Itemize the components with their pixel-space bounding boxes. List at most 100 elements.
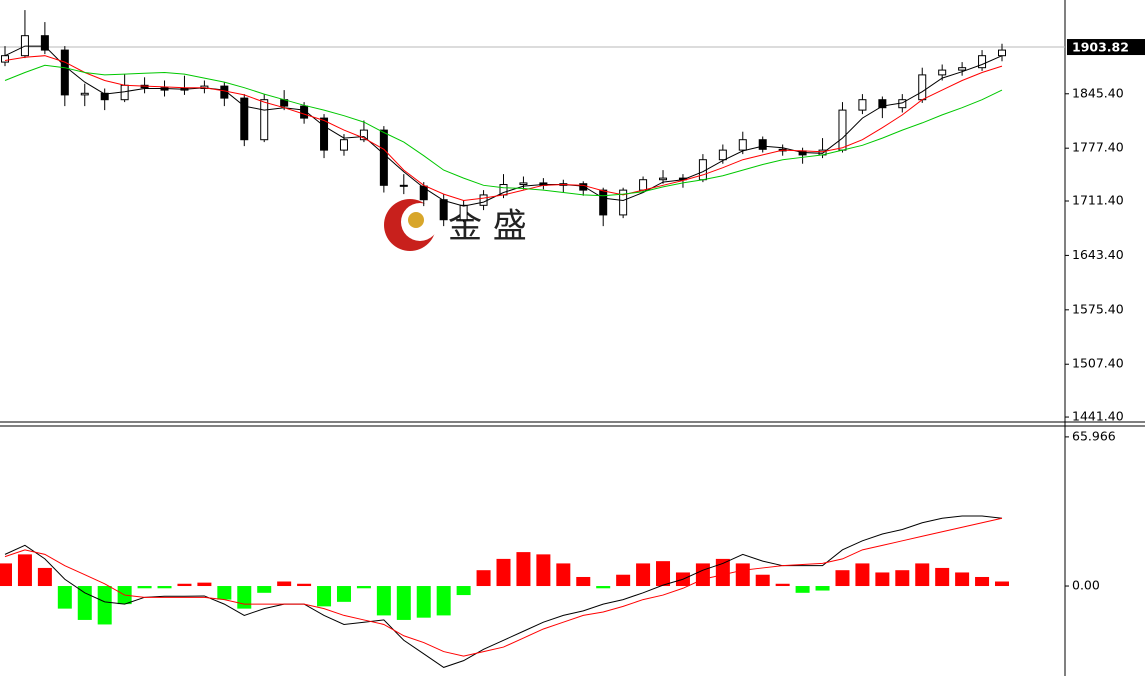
- candle-body: [60, 49, 69, 96]
- candle-body: [240, 97, 249, 141]
- macd-bar: [915, 563, 930, 587]
- candle-body: [738, 139, 747, 151]
- candle-body: [379, 129, 388, 186]
- macd-bar: [57, 586, 72, 609]
- macd-bar: [317, 586, 332, 607]
- y-tick-label: 1643.40: [1072, 247, 1124, 262]
- macd-bar: [596, 586, 611, 589]
- macd-bar: [636, 563, 651, 587]
- macd-bar: [695, 563, 710, 587]
- macd-bar: [77, 586, 92, 620]
- candle-body: [40, 35, 49, 51]
- candle-body: [399, 184, 408, 187]
- macd-bar: [536, 554, 551, 587]
- macd-bar: [356, 586, 371, 589]
- macd-bar: [456, 586, 471, 596]
- macd-bar: [616, 574, 631, 587]
- candle-body: [918, 74, 927, 101]
- candle-body: [120, 84, 129, 101]
- indicator-line: [4, 45, 1003, 207]
- logo: [384, 199, 439, 251]
- candle-body: [718, 149, 727, 161]
- macd-bar: [217, 586, 232, 600]
- macd-bar: [755, 574, 770, 587]
- candle-body: [419, 185, 428, 201]
- y-tick-label: 1777.40: [1072, 140, 1124, 155]
- indicator-line: [4, 55, 1003, 202]
- candle-body: [758, 139, 767, 150]
- macd-bar: [376, 586, 391, 616]
- macd-bar: [277, 581, 292, 587]
- macd-bar: [935, 567, 950, 587]
- candle-body: [838, 109, 847, 151]
- candle-body: [958, 67, 967, 71]
- macd-bar: [875, 572, 890, 587]
- candle-body: [479, 194, 488, 206]
- macd-bar: [995, 581, 1009, 587]
- macd-bar: [895, 570, 910, 587]
- macd-bar: [815, 586, 830, 591]
- candle-body: [80, 92, 89, 96]
- logo-dot: [408, 212, 424, 228]
- y-tick-label: 1441.40: [1072, 409, 1124, 424]
- macd-bar: [715, 558, 730, 587]
- macd-bar: [17, 554, 32, 587]
- macd-bar: [396, 586, 411, 620]
- candle-body: [439, 199, 448, 221]
- last-price-label: 1903.82: [1072, 40, 1129, 55]
- indicator-line: [4, 515, 1003, 668]
- macd-bar: [237, 586, 252, 609]
- candle-body: [599, 189, 608, 216]
- macd-bar: [576, 576, 591, 587]
- candle-body: [659, 177, 668, 181]
- macd-bar: [37, 567, 52, 587]
- macd-bar: [855, 563, 870, 587]
- macd-bar: [257, 586, 272, 593]
- candle-body: [619, 189, 628, 216]
- macd-bar: [975, 576, 990, 587]
- last-price-box: [1067, 39, 1145, 56]
- macd-bar: [336, 586, 351, 602]
- candle-body: [858, 99, 867, 111]
- candle-body: [359, 129, 368, 141]
- macd-bar: [476, 570, 491, 587]
- candle-body: [579, 183, 588, 191]
- candle-body: [698, 159, 707, 181]
- macd-bar: [297, 583, 312, 587]
- candle-body: [459, 204, 468, 221]
- y-tick-label: 1845.40: [1072, 85, 1124, 100]
- candle-body: [998, 49, 1006, 57]
- y-tick-label: 0.00: [1072, 578, 1100, 593]
- candle-body: [519, 182, 528, 186]
- candle-body: [978, 55, 987, 69]
- macd-bar: [157, 586, 172, 589]
- macd-bar: [496, 558, 511, 587]
- macd-bar: [775, 583, 790, 587]
- macd-bar: [0, 563, 12, 587]
- macd-bar: [556, 563, 571, 587]
- y-tick-label: 1711.40: [1072, 192, 1124, 207]
- candle-body: [938, 69, 947, 76]
- candle-body: [339, 139, 348, 151]
- candle-body: [639, 179, 648, 191]
- macd-bar: [416, 586, 431, 618]
- macd-bar: [436, 586, 451, 616]
- macd-bar: [137, 586, 152, 589]
- macd-bar: [516, 552, 531, 587]
- macd-bar: [177, 583, 192, 587]
- indicator-line: [4, 64, 1003, 197]
- macd-bar: [735, 563, 750, 587]
- macd-bar: [795, 586, 810, 593]
- macd-bar: [197, 582, 212, 587]
- candle-body: [1, 55, 9, 63]
- candle-body: [100, 92, 109, 101]
- macd-bar: [656, 561, 671, 587]
- macd-bar: [97, 586, 112, 625]
- indicator-line: [4, 517, 1003, 657]
- y-tick-label: 65.966: [1072, 428, 1116, 443]
- candle-body: [320, 117, 329, 151]
- y-tick-label: 1507.40: [1072, 356, 1124, 371]
